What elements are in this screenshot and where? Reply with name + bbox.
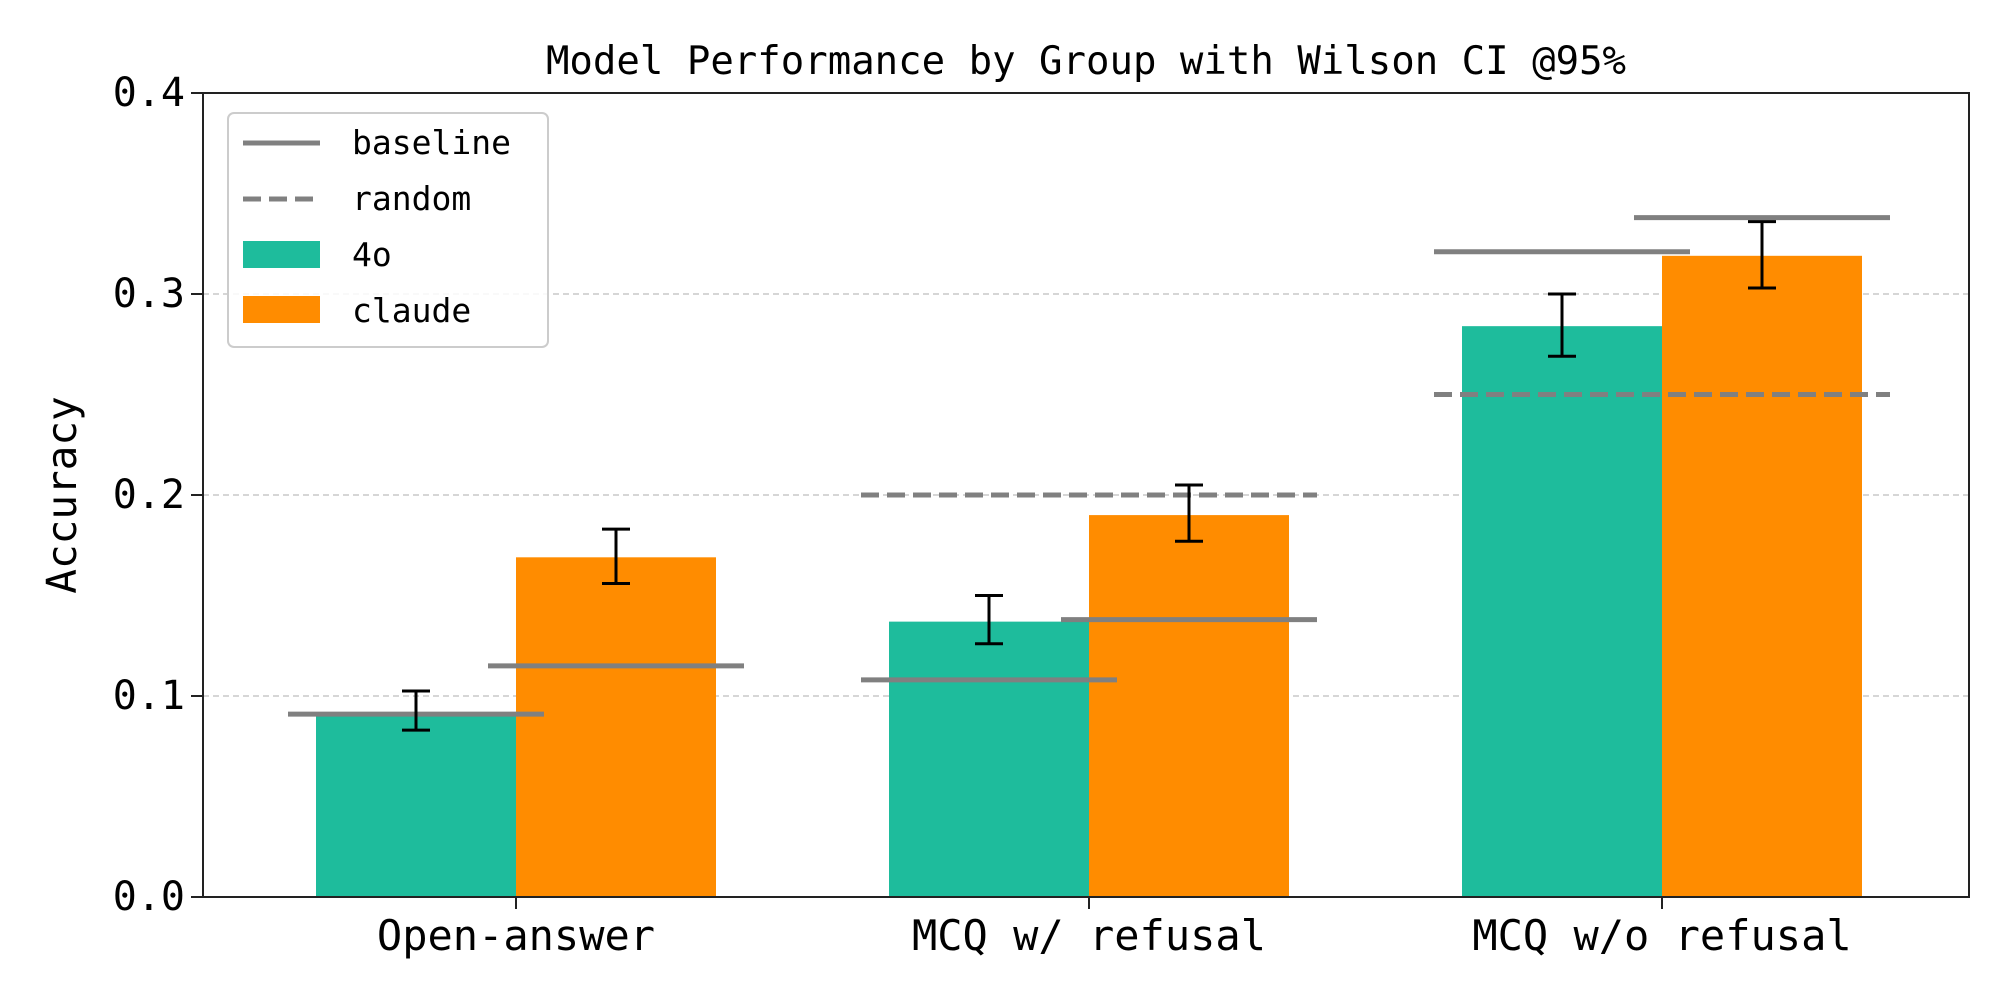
- error-bar-claude-2: [1175, 483, 1203, 543]
- x-axis: Open-answer MCQ w/ refusal MCQ w/o refusal: [377, 897, 1852, 960]
- error-bar-4o-3: [1548, 292, 1576, 358]
- legend-baseline-label: baseline: [352, 123, 511, 162]
- bar-4o-3: [1462, 326, 1662, 897]
- y-axis: 0.0 0.1 0.2 0.3 0.4: [113, 70, 203, 920]
- bar-layer: [316, 255, 1862, 897]
- y-tick-label: 0.0: [113, 874, 185, 920]
- legend-claude-label: claude: [352, 291, 471, 330]
- reference-lines-layer: [288, 215, 1890, 717]
- error-bar-4o-1: [402, 689, 430, 732]
- chart-title: Model Performance by Group with Wilson C…: [546, 39, 1626, 84]
- legend: baseline random 4o claude: [227, 112, 549, 348]
- x-tick-label: MCQ w/ refusal: [912, 911, 1266, 960]
- bar-claude-3: [1662, 255, 1862, 897]
- bar-4o-2: [889, 621, 1089, 897]
- error-bar-claude-3: [1748, 220, 1776, 290]
- y-tick-label: 0.2: [113, 472, 185, 518]
- error-bar-claude-1: [602, 527, 630, 585]
- legend-4o-label: 4o: [352, 235, 392, 274]
- legend-random-label: random: [352, 179, 471, 218]
- y-tick-label: 0.4: [113, 70, 185, 116]
- bar-4o-1: [316, 714, 516, 897]
- legend-claude-swatch: [243, 296, 320, 323]
- y-tick-label: 0.3: [113, 271, 185, 317]
- legend-4o-swatch: [243, 241, 320, 268]
- y-axis-label: Accuracy: [38, 396, 86, 593]
- error-bar-4o-2: [975, 594, 1003, 646]
- error-bars-layer: [402, 220, 1776, 732]
- x-tick-label: Open-answer: [377, 911, 655, 960]
- legend-frame: [227, 112, 549, 348]
- y-tick-label: 0.1: [113, 673, 185, 719]
- bar-claude-2: [1089, 515, 1289, 897]
- x-tick-label: MCQ w/o refusal: [1472, 911, 1851, 960]
- bar-claude-1: [516, 557, 716, 897]
